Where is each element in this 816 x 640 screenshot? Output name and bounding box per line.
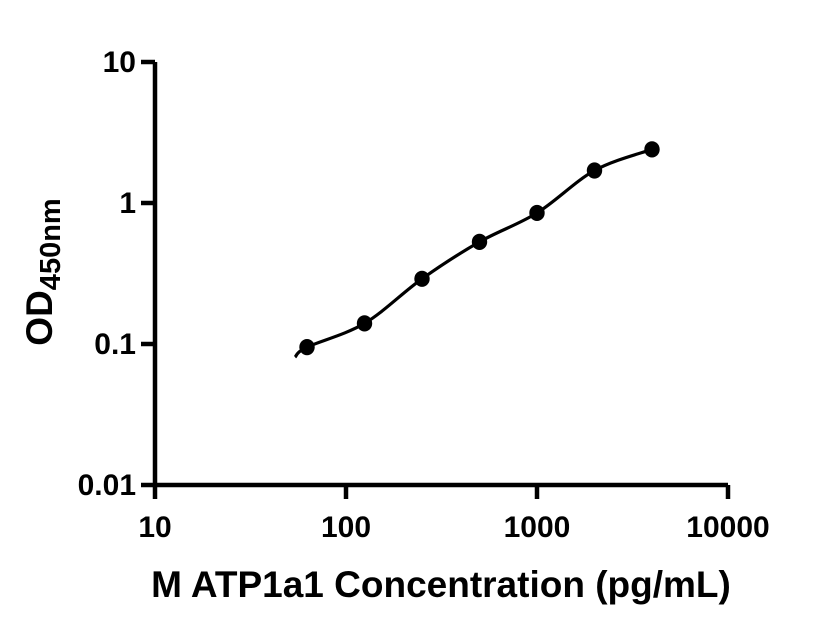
data-point: [299, 339, 315, 356]
x-tick-label: 1000: [504, 511, 571, 544]
y-axis-title-subscript: 450nm: [35, 198, 67, 290]
x-tick-label: 10000: [686, 511, 769, 544]
data-point: [414, 270, 430, 287]
x-axis-title: M ATP1a1 Concentration (pg/mL): [151, 564, 731, 605]
fit-curve: [293, 147, 653, 359]
y-tick-label: 1: [119, 187, 136, 220]
x-tick-label: 100: [321, 511, 371, 544]
data-point: [529, 204, 545, 222]
y-tick-label: 10: [103, 46, 136, 79]
axes-spine: [152, 62, 728, 488]
y-axis-title: OD450nm: [19, 198, 67, 345]
data-point: [644, 141, 660, 158]
data-point: [356, 315, 373, 332]
y-tick-label: 0.1: [94, 328, 136, 361]
data-point: [586, 162, 603, 179]
y-tick-label: 0.01: [78, 469, 136, 502]
y-axis-title-main: OD: [19, 290, 60, 346]
data-point: [471, 233, 488, 250]
x-tick-label: 10: [138, 511, 171, 544]
